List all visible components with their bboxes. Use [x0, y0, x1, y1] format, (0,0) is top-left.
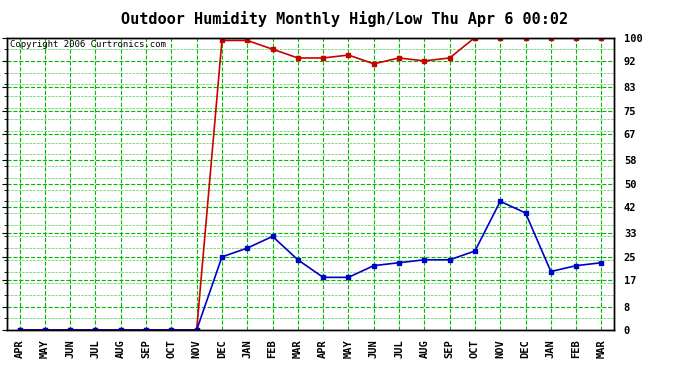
Text: Copyright 2006 Curtronics.com: Copyright 2006 Curtronics.com	[10, 40, 166, 50]
Text: Outdoor Humidity Monthly High/Low Thu Apr 6 00:02: Outdoor Humidity Monthly High/Low Thu Ap…	[121, 11, 569, 27]
